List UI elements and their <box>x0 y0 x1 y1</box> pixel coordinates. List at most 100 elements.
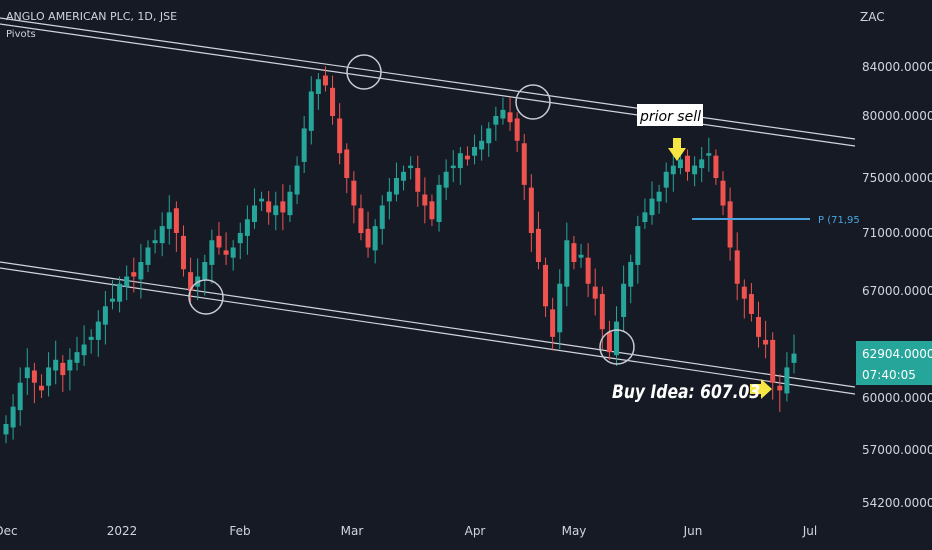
candle-body <box>699 159 705 169</box>
candle-body <box>138 262 144 280</box>
candle-body <box>514 118 520 141</box>
candle-body <box>294 165 300 195</box>
time-axis: Dec 2022 Feb Mar Apr May Jun Jul <box>0 524 817 538</box>
price-badge-bg <box>856 341 932 385</box>
candle-body <box>301 128 307 162</box>
down-arrow <box>668 138 686 161</box>
candle-body <box>124 276 130 287</box>
touch-circles <box>188 54 635 365</box>
candle-body <box>543 264 549 307</box>
candle-body <box>663 171 669 188</box>
candle-body <box>756 316 762 337</box>
candle-body <box>24 367 30 379</box>
candle-body <box>429 201 435 220</box>
candle-body <box>777 385 783 391</box>
channel-line <box>0 267 856 395</box>
candle-body <box>67 359 73 371</box>
price-tick-label: 67000.0000 <box>862 284 932 298</box>
candle-body <box>330 87 336 116</box>
candle-body <box>251 205 257 222</box>
candle-body <box>741 286 747 299</box>
candle-body <box>585 257 591 284</box>
candle-body <box>571 243 577 262</box>
candle-body <box>727 201 733 248</box>
channel-line <box>0 23 856 147</box>
candle-body <box>486 128 492 144</box>
candle-body <box>748 294 754 314</box>
candle-body <box>17 382 23 411</box>
candle-body <box>287 191 293 216</box>
candle-body <box>507 112 513 123</box>
candle-body <box>677 159 683 169</box>
candle-body <box>216 235 222 248</box>
price-tick-label: 75000.0000 <box>862 171 932 185</box>
time-tick-label: 2022 <box>107 524 138 538</box>
time-tick-label: Jun <box>683 524 703 538</box>
candle-body <box>145 247 151 265</box>
candle-body <box>599 294 605 330</box>
candle-body <box>557 283 563 333</box>
candle-body <box>493 116 499 125</box>
candle-body <box>628 262 634 287</box>
candle-body <box>53 359 59 371</box>
candle-body <box>372 226 378 251</box>
candle-body <box>720 180 726 206</box>
candle-body <box>436 184 442 222</box>
candle-body <box>685 155 691 172</box>
price-tick-label: 60000.0000 <box>862 391 932 405</box>
time-tick-label: Mar <box>341 524 364 538</box>
candle-body <box>209 240 215 265</box>
indicator-name[interactable]: Pivots <box>6 29 36 40</box>
candle-body <box>351 180 357 206</box>
candle-body <box>763 339 769 345</box>
channel-line <box>0 261 856 388</box>
prior-sell-callout: prior sell <box>637 104 703 126</box>
candle-body <box>443 171 449 188</box>
candle-body <box>244 219 250 236</box>
candle-body <box>180 235 186 270</box>
candle-body <box>131 272 137 277</box>
candle-body <box>415 168 421 192</box>
candle-body <box>457 153 463 169</box>
price-tick-label: 71000.0000 <box>862 226 932 240</box>
candle-body <box>259 198 265 202</box>
candle-body <box>713 155 719 178</box>
candle-body <box>88 336 94 340</box>
price-tick-label: 84000.0000 <box>862 60 932 74</box>
symbol-title[interactable]: ANGLO AMERICAN PLC, 1D, JSE <box>6 10 178 23</box>
time-tick-label: Dec <box>0 524 18 538</box>
candle-body <box>81 344 87 356</box>
candle-body <box>46 367 52 386</box>
candle-body <box>237 233 243 244</box>
candle-body <box>692 165 698 175</box>
annotation-arrows <box>668 138 772 399</box>
candle-body <box>117 283 123 302</box>
candle-body <box>365 228 371 248</box>
candle-body <box>464 155 470 160</box>
channel-line <box>0 17 856 140</box>
candle-body <box>308 91 314 131</box>
candle-body <box>379 205 385 229</box>
bar-countdown: 07:40:05 <box>862 368 916 382</box>
candle-body <box>535 228 541 262</box>
candle-body <box>322 75 328 86</box>
candle-body <box>273 205 279 216</box>
price-tick-label: 80000.0000 <box>862 109 932 123</box>
candle-body <box>422 194 428 206</box>
candle-body <box>38 385 44 391</box>
candle-body <box>10 406 16 428</box>
touch-circle <box>346 54 382 90</box>
candle-body <box>734 250 740 284</box>
candle-body <box>450 165 456 169</box>
candle-series <box>3 66 797 444</box>
candle-body <box>500 109 506 119</box>
candle-body <box>109 298 115 302</box>
pivot-level: P (71,95 <box>692 215 860 226</box>
candle-body <box>649 198 655 216</box>
candle-body <box>152 240 158 244</box>
candle-body <box>344 149 350 178</box>
price-axis: 84000.0000 80000.0000 75000.0000 71000.0000… <box>862 60 932 510</box>
time-tick-label: May <box>562 524 587 538</box>
candle-body <box>592 286 598 299</box>
